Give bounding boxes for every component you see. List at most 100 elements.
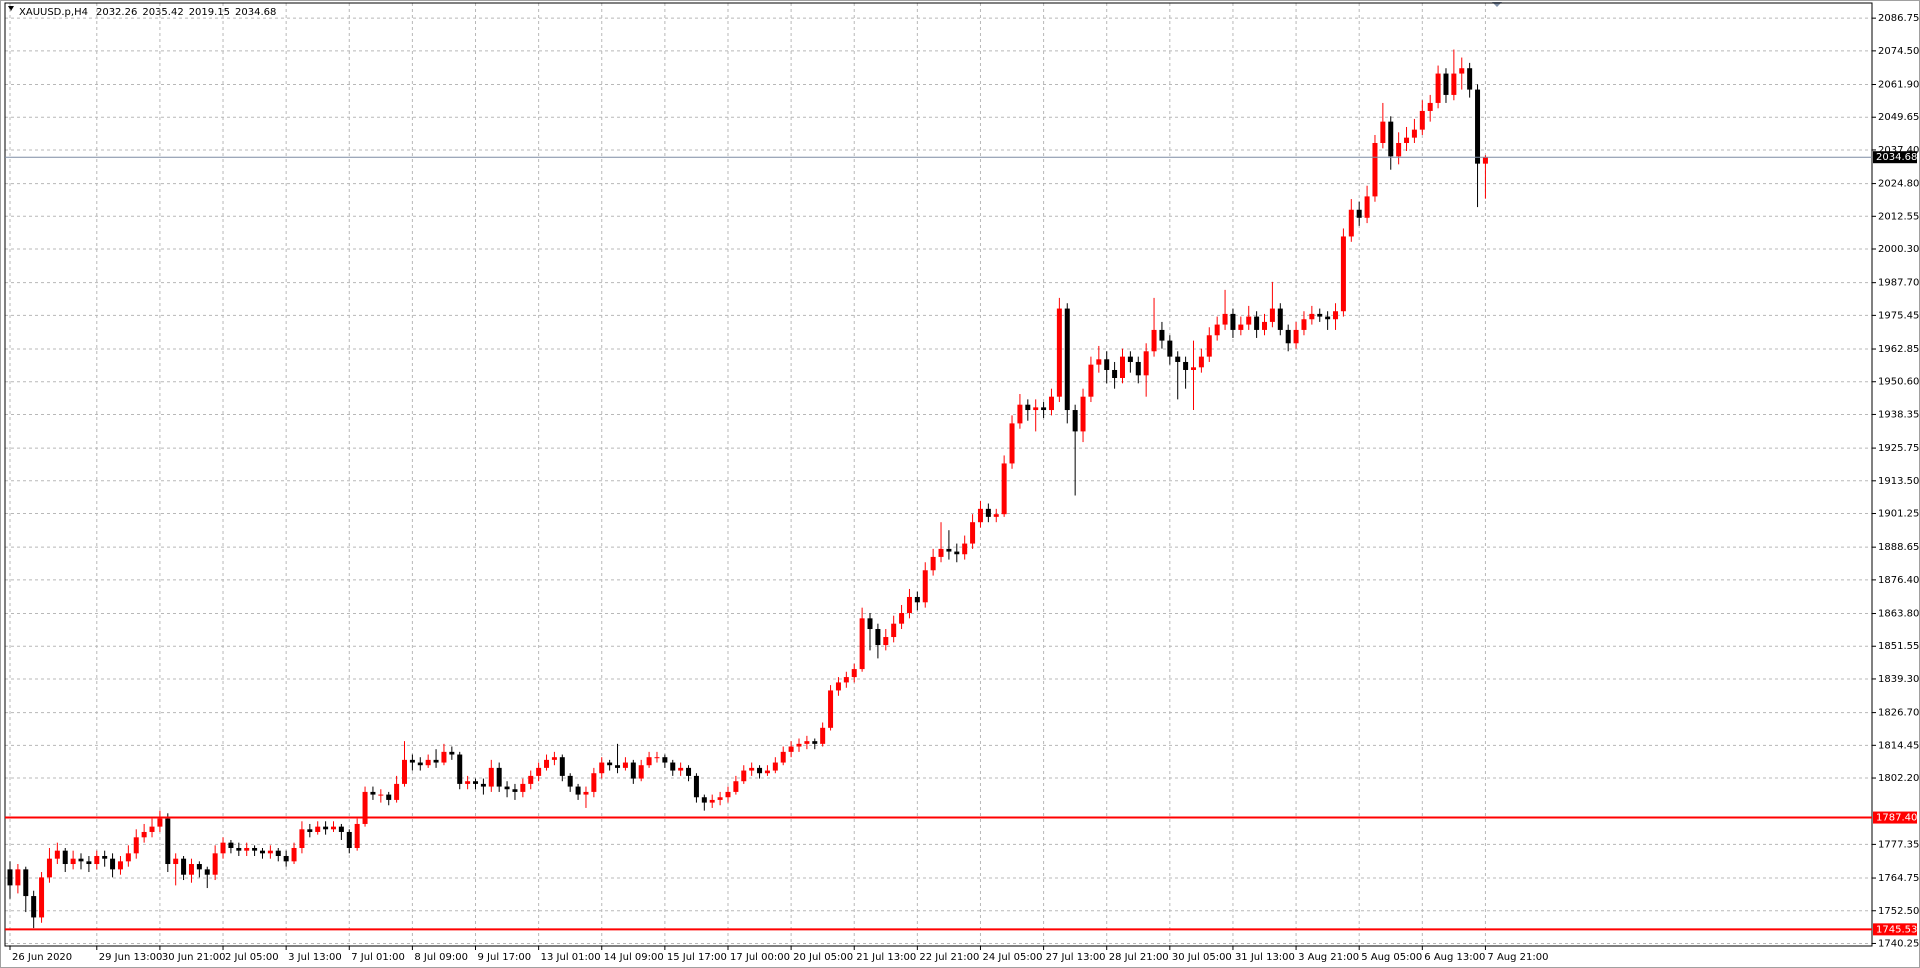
- candle-body: [1301, 319, 1307, 330]
- candle-body: [46, 858, 52, 878]
- candle-body: [496, 767, 502, 787]
- candle-body: [54, 850, 60, 859]
- candle-body: [236, 847, 242, 851]
- candle-body: [615, 765, 621, 768]
- candles: [7, 49, 1488, 929]
- candle-body: [1356, 209, 1362, 218]
- candle-body: [62, 850, 68, 865]
- candle-body: [409, 759, 415, 763]
- candle-body: [1127, 356, 1133, 362]
- candle-body: [922, 570, 928, 603]
- symbol: XAUUSD.p,H4: [19, 7, 88, 18]
- y-tick-label: 1938.35: [1878, 409, 1919, 420]
- candle-body: [528, 775, 534, 784]
- candle-body: [1411, 129, 1417, 138]
- candle-body: [480, 783, 486, 787]
- candle-body: [307, 829, 313, 832]
- candle-body: [1317, 313, 1323, 317]
- candle-body: [196, 864, 202, 870]
- x-tick-label: 2 Jul 05:00: [225, 952, 279, 963]
- candle-body: [291, 847, 297, 862]
- candle-body: [338, 826, 344, 832]
- candle-body: [1167, 340, 1173, 357]
- x-tick-label: 17 Jul 00:00: [730, 952, 790, 963]
- low: 2019.15: [189, 7, 230, 18]
- high: 2035.42: [142, 7, 183, 18]
- candle-body: [1238, 324, 1244, 330]
- candle-body: [1222, 313, 1228, 325]
- current-price-bg: [1873, 151, 1917, 164]
- candle-body: [504, 786, 510, 790]
- candle-body: [804, 741, 810, 744]
- candle-body: [386, 794, 392, 800]
- y-tick-label: 2024.80: [1878, 179, 1919, 190]
- candle-body: [1404, 137, 1410, 143]
- candle-body: [275, 850, 281, 857]
- candle-body: [1143, 351, 1149, 376]
- candle-body: [985, 508, 991, 517]
- x-tick-label: 30 Jun 21:00: [162, 952, 226, 963]
- x-tick-label: 7 Aug 21:00: [1487, 952, 1548, 963]
- candle-body: [1198, 356, 1204, 368]
- candle-body: [1088, 364, 1094, 397]
- candle-body: [757, 767, 763, 774]
- candle-body: [15, 869, 21, 886]
- candle-body: [220, 842, 226, 854]
- y-tick-label: 2049.65: [1878, 112, 1919, 123]
- x-tick-label: 3 Aug 21:00: [1298, 952, 1359, 963]
- candle-body: [425, 759, 431, 766]
- candle-body: [662, 757, 668, 763]
- y-tick-label: 1851.55: [1878, 641, 1919, 652]
- candle-body: [181, 858, 187, 875]
- candle-body: [1451, 73, 1457, 95]
- y-tick-label: 1814.45: [1878, 740, 1919, 751]
- candle-body: [7, 869, 13, 886]
- candle-body: [607, 762, 613, 766]
- y-tick-label: 1826.70: [1878, 708, 1919, 719]
- x-tick-label: 22 Jul 21:00: [919, 952, 979, 963]
- x-tick-label: 24 Jul 05:00: [982, 952, 1042, 963]
- candle-body: [686, 767, 692, 776]
- candle-body: [1230, 313, 1236, 330]
- candle-body: [914, 596, 920, 603]
- candle-body: [772, 762, 778, 771]
- candle-body: [1262, 321, 1268, 330]
- y-tick-label: 2037.40: [1878, 145, 1919, 156]
- candle-body: [394, 783, 400, 800]
- candle-body: [141, 831, 147, 838]
- candle-body: [1443, 73, 1449, 95]
- candle-body: [1277, 308, 1283, 330]
- candle-body: [1048, 396, 1054, 411]
- candle-body: [954, 551, 960, 555]
- candle-body: [993, 514, 999, 517]
- candle-body: [733, 781, 739, 792]
- candle-body: [567, 775, 573, 787]
- candle-body: [323, 826, 329, 830]
- x-tick-label: 29 Jun 13:00: [99, 952, 163, 963]
- candle-body: [749, 767, 755, 771]
- candle-body: [1364, 196, 1370, 218]
- y-tick-label: 1987.70: [1878, 278, 1919, 289]
- candle-body: [149, 826, 155, 832]
- candle-body: [583, 791, 589, 795]
- candle-body: [1388, 121, 1394, 157]
- x-tick-label: 5 Aug 05:00: [1361, 952, 1422, 963]
- candle-body: [252, 847, 258, 851]
- candle-body: [1333, 311, 1339, 320]
- candle-body: [977, 508, 983, 523]
- candle-body: [378, 794, 384, 796]
- collapse-arrow[interactable]: [8, 6, 14, 11]
- y-tick-label: 1839.30: [1878, 674, 1919, 685]
- candle-body: [212, 853, 218, 875]
- open: 2032.26: [96, 7, 137, 18]
- plot-area: [4, 2, 1873, 947]
- candle-body: [1435, 73, 1441, 103]
- candle-body: [102, 856, 108, 859]
- candle-body: [741, 770, 747, 782]
- candle-body: [512, 789, 518, 792]
- candle-body: [1269, 308, 1275, 322]
- candle-body: [851, 669, 857, 678]
- candle-body: [457, 754, 463, 784]
- candle-body: [906, 596, 912, 613]
